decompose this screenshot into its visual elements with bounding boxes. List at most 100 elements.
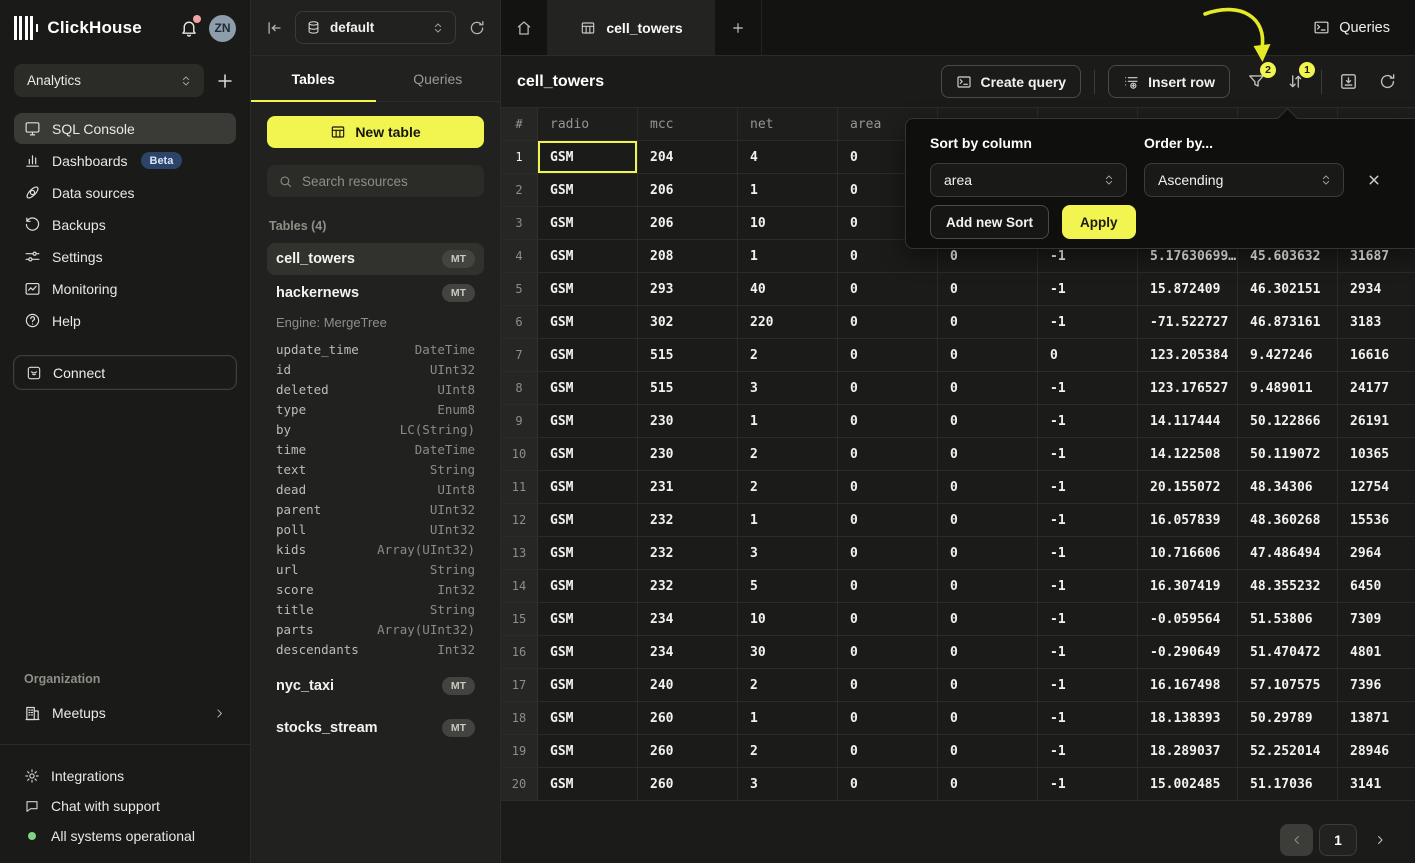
grid-cell[interactable]: 0 bbox=[838, 735, 938, 768]
sort-column-select[interactable]: area bbox=[930, 163, 1127, 197]
grid-cell[interactable]: 0 bbox=[838, 603, 938, 636]
apply-sort-button[interactable]: Apply bbox=[1062, 205, 1136, 239]
grid-cell[interactable]: 48.360268 bbox=[1238, 504, 1338, 537]
grid-row-number[interactable]: 10 bbox=[501, 438, 538, 471]
grid-cell[interactable]: 0 bbox=[838, 306, 938, 339]
grid-cell[interactable]: 51.53806 bbox=[1238, 603, 1338, 636]
grid-cell[interactable]: 234 bbox=[638, 636, 738, 669]
grid-cell[interactable]: GSM bbox=[538, 504, 638, 537]
grid-header-cell[interactable]: net bbox=[738, 108, 838, 141]
current-page-button[interactable]: 1 bbox=[1319, 824, 1357, 856]
grid-cell[interactable]: 10 bbox=[738, 207, 838, 240]
grid-cell[interactable]: 1 bbox=[738, 405, 838, 438]
grid-header-cell[interactable]: mcc bbox=[638, 108, 738, 141]
grid-cell[interactable]: 28946 bbox=[1338, 735, 1415, 768]
grid-cell[interactable]: 47.486494 bbox=[1238, 537, 1338, 570]
filter-button[interactable]: 2 bbox=[1243, 61, 1276, 95]
grid-cell[interactable]: 30 bbox=[738, 636, 838, 669]
grid-cell[interactable]: GSM bbox=[538, 636, 638, 669]
grid-cell[interactable]: 0 bbox=[838, 768, 938, 801]
grid-cell[interactable]: 0 bbox=[938, 702, 1038, 735]
grid-cell[interactable]: 16.167498 bbox=[1138, 669, 1238, 702]
grid-cell[interactable]: 204 bbox=[638, 141, 738, 174]
grid-cell[interactable]: -1 bbox=[1038, 240, 1138, 273]
grid-cell[interactable]: 123.176527 bbox=[1138, 372, 1238, 405]
grid-cell[interactable]: 15.002485 bbox=[1138, 768, 1238, 801]
sidebar-item-backups[interactable]: Backups bbox=[14, 209, 236, 240]
connect-button[interactable]: Connect bbox=[13, 355, 237, 390]
grid-cell[interactable]: 10365 bbox=[1338, 438, 1415, 471]
sidebar-item-data-sources[interactable]: Data sources bbox=[14, 177, 236, 208]
home-button[interactable] bbox=[501, 0, 548, 55]
grid-cell[interactable]: 12754 bbox=[1338, 471, 1415, 504]
grid-cell[interactable]: 50.119072 bbox=[1238, 438, 1338, 471]
grid-row-number[interactable]: 17 bbox=[501, 669, 538, 702]
grid-cell[interactable]: 9.427246 bbox=[1238, 339, 1338, 372]
grid-cell[interactable]: GSM bbox=[538, 306, 638, 339]
grid-cell[interactable]: -1 bbox=[1038, 735, 1138, 768]
grid-cell[interactable]: 5.17630699… bbox=[1138, 240, 1238, 273]
grid-cell[interactable]: GSM bbox=[538, 207, 638, 240]
grid-row-number[interactable]: 18 bbox=[501, 702, 538, 735]
grid-cell[interactable]: 240 bbox=[638, 669, 738, 702]
grid-cell[interactable]: GSM bbox=[538, 735, 638, 768]
export-button[interactable] bbox=[1335, 69, 1361, 95]
grid-cell[interactable]: -1 bbox=[1038, 405, 1138, 438]
grid-cell[interactable]: 51.17036 bbox=[1238, 768, 1338, 801]
grid-header-cell[interactable]: radio bbox=[538, 108, 638, 141]
grid-cell[interactable]: 46.302151 bbox=[1238, 273, 1338, 306]
grid-cell[interactable]: GSM bbox=[538, 471, 638, 504]
grid-cell[interactable]: -1 bbox=[1038, 636, 1138, 669]
grid-cell[interactable]: -1 bbox=[1038, 570, 1138, 603]
sidebar-item-settings[interactable]: Settings bbox=[14, 241, 236, 272]
grid-cell[interactable]: 2 bbox=[738, 339, 838, 372]
grid-row-number[interactable]: 20 bbox=[501, 768, 538, 801]
grid-cell[interactable]: 6450 bbox=[1338, 570, 1415, 603]
grid-cell[interactable]: GSM bbox=[538, 240, 638, 273]
search-input[interactable] bbox=[302, 173, 473, 189]
grid-cell[interactable]: 1 bbox=[738, 504, 838, 537]
sidebar-item-dashboards[interactable]: Dashboards Beta bbox=[14, 145, 236, 176]
grid-cell[interactable]: GSM bbox=[538, 174, 638, 207]
grid-cell[interactable]: -1 bbox=[1038, 702, 1138, 735]
grid-cell[interactable]: 208 bbox=[638, 240, 738, 273]
grid-cell[interactable]: GSM bbox=[538, 339, 638, 372]
grid-cell[interactable]: -1 bbox=[1038, 438, 1138, 471]
grid-cell[interactable]: 0 bbox=[838, 273, 938, 306]
grid-cell[interactable]: 57.107575 bbox=[1238, 669, 1338, 702]
grid-cell[interactable]: 0 bbox=[938, 339, 1038, 372]
grid-cell[interactable]: -0.290649 bbox=[1138, 636, 1238, 669]
grid-cell[interactable]: 50.122866 bbox=[1238, 405, 1338, 438]
grid-cell[interactable]: 0 bbox=[838, 702, 938, 735]
grid-cell[interactable]: 234 bbox=[638, 603, 738, 636]
grid-cell[interactable]: 10.716606 bbox=[1138, 537, 1238, 570]
grid-cell[interactable]: GSM bbox=[538, 405, 638, 438]
grid-cell[interactable]: 5 bbox=[738, 570, 838, 603]
workspace-selector[interactable]: Analytics bbox=[14, 64, 204, 97]
grid-cell[interactable]: 7396 bbox=[1338, 669, 1415, 702]
grid-cell[interactable]: 293 bbox=[638, 273, 738, 306]
grid-cell[interactable]: 20.155072 bbox=[1138, 471, 1238, 504]
grid-cell[interactable]: 0 bbox=[938, 372, 1038, 405]
grid-cell[interactable]: 0 bbox=[938, 768, 1038, 801]
grid-cell[interactable]: 18.289037 bbox=[1138, 735, 1238, 768]
grid-cell[interactable]: 206 bbox=[638, 174, 738, 207]
grid-cell[interactable]: 50.29789 bbox=[1238, 702, 1338, 735]
grid-cell[interactable]: 230 bbox=[638, 405, 738, 438]
grid-cell[interactable]: 14.122508 bbox=[1138, 438, 1238, 471]
grid-cell[interactable]: 0 bbox=[838, 339, 938, 372]
add-new-sort-button[interactable]: Add new Sort bbox=[930, 205, 1049, 239]
table-list-item-hackernews[interactable]: hackernews MT bbox=[267, 277, 484, 309]
grid-cell[interactable]: 123.205384 bbox=[1138, 339, 1238, 372]
grid-cell[interactable]: -1 bbox=[1038, 471, 1138, 504]
grid-row-number[interactable]: 5 bbox=[501, 273, 538, 306]
grid-cell[interactable]: 260 bbox=[638, 768, 738, 801]
grid-cell[interactable]: 0 bbox=[938, 537, 1038, 570]
table-list-item-cell_towers[interactable]: cell_towers MT bbox=[267, 243, 484, 275]
grid-cell[interactable]: 0 bbox=[838, 669, 938, 702]
grid-cell[interactable]: 0 bbox=[838, 405, 938, 438]
grid-cell[interactable]: 1 bbox=[738, 174, 838, 207]
add-workspace-button[interactable] bbox=[214, 70, 236, 92]
new-table-button[interactable]: New table bbox=[267, 116, 484, 148]
prev-page-button[interactable] bbox=[1280, 824, 1313, 856]
